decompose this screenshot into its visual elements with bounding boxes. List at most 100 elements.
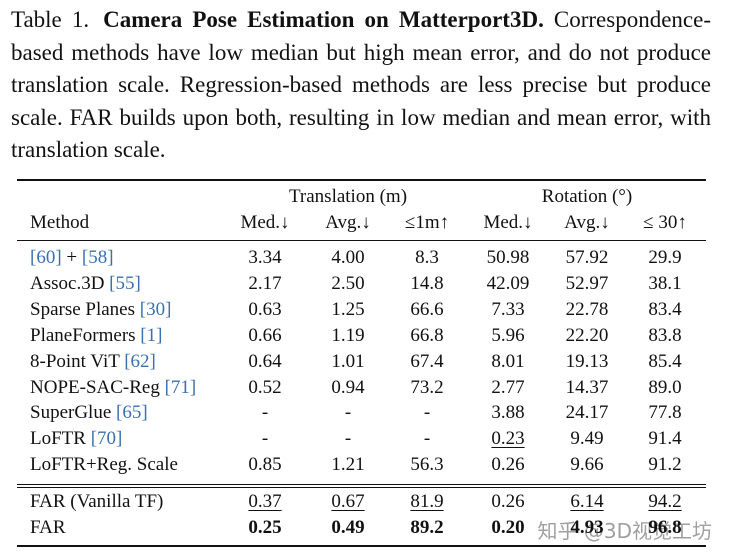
column-header: Med.↓ bbox=[240, 212, 290, 233]
column-header: Avg.↓ bbox=[325, 212, 371, 233]
citation: [1] bbox=[140, 324, 163, 346]
method-text: FAR (Vanilla TF) bbox=[30, 491, 164, 512]
value-cell: 2.50 bbox=[331, 272, 365, 294]
caption: Table 1. Camera Pose Estimation on Matter… bbox=[11, 4, 711, 167]
value-cell: 29.9 bbox=[648, 247, 682, 268]
value-cell: - bbox=[423, 402, 431, 424]
value-cell: 9.49 bbox=[570, 428, 604, 450]
method-name: SuperGlue [65] bbox=[30, 402, 148, 424]
value-cell: 8.3 bbox=[415, 247, 439, 268]
value-cell: 94.2 bbox=[648, 491, 682, 512]
value-cell: 3.34 bbox=[248, 247, 282, 268]
method-text: FAR bbox=[30, 516, 66, 538]
value-cell: 9.66 bbox=[570, 454, 604, 476]
method-text: Sparse Planes bbox=[30, 298, 140, 320]
value-cell: 6.14 bbox=[570, 491, 604, 512]
method-name: PlaneFormers [1] bbox=[30, 325, 162, 347]
method-name: [60] + [58] bbox=[30, 247, 114, 269]
bottom-rule bbox=[17, 545, 706, 547]
value-cell: 73.2 bbox=[410, 376, 444, 398]
method-text: PlaneFormers bbox=[30, 324, 141, 346]
value-cell: 0.49 bbox=[331, 516, 365, 538]
value-cell: 0.23 bbox=[491, 428, 525, 450]
group-header: Translation (m) bbox=[288, 186, 408, 207]
value-cell: 24.17 bbox=[565, 402, 609, 424]
value-cell: 57.92 bbox=[565, 247, 609, 268]
value-cell: 89.0 bbox=[648, 376, 682, 398]
method-name: Assoc.3D [55] bbox=[30, 273, 141, 295]
value-cell: 0.67 bbox=[331, 491, 365, 512]
value-cell: 14.37 bbox=[565, 376, 609, 398]
citation: [62] bbox=[124, 350, 156, 372]
value-cell: 1.25 bbox=[331, 298, 365, 320]
value-cell: 22.78 bbox=[565, 298, 609, 320]
method-name: FAR bbox=[30, 517, 66, 539]
method-name: 8-Point ViT [62] bbox=[30, 351, 156, 373]
value-cell: 8.01 bbox=[491, 350, 525, 372]
value-cell: 0.37 bbox=[248, 491, 282, 512]
method-text: Assoc.3D bbox=[30, 272, 110, 294]
value-cell: 91.4 bbox=[648, 428, 682, 450]
method-name: FAR (Vanilla TF) bbox=[30, 491, 163, 513]
citation: [60] bbox=[30, 247, 62, 268]
method-text: LoFTR bbox=[30, 428, 91, 450]
citation: [70] bbox=[90, 428, 123, 450]
column-header: ≤1m↑ bbox=[404, 212, 450, 233]
column-header: Med.↓ bbox=[483, 212, 533, 233]
value-cell: 0.52 bbox=[248, 376, 282, 398]
group-header: Rotation (°) bbox=[541, 186, 633, 207]
value-cell: 0.20 bbox=[491, 516, 525, 538]
method-text: + bbox=[61, 247, 82, 268]
method-text: NOPE-SAC-Reg bbox=[30, 376, 165, 398]
value-cell: 67.4 bbox=[410, 350, 444, 372]
value-cell: 52.97 bbox=[565, 272, 609, 294]
column-header: Avg.↓ bbox=[564, 212, 610, 233]
sep-rule bbox=[17, 484, 706, 485]
citation: [65] bbox=[116, 402, 148, 424]
method-name: NOPE-SAC-Reg [71] bbox=[30, 377, 196, 399]
citation: [71] bbox=[164, 376, 197, 398]
method-name: LoFTR+Reg. Scale bbox=[30, 454, 178, 476]
column-header: ≤ 30↑ bbox=[643, 212, 687, 233]
value-cell: - bbox=[423, 428, 431, 450]
value-cell: 38.1 bbox=[648, 272, 682, 294]
value-cell: 4.93 bbox=[570, 516, 604, 538]
value-cell: 83.4 bbox=[648, 298, 682, 320]
value-cell: 77.8 bbox=[648, 402, 682, 424]
value-cell: 81.9 bbox=[410, 491, 444, 512]
citation: [58] bbox=[81, 247, 114, 268]
value-cell: 4.00 bbox=[331, 247, 365, 268]
value-cell: 83.8 bbox=[648, 324, 682, 346]
method-name: Sparse Planes [30] bbox=[30, 299, 171, 321]
value-cell: 14.8 bbox=[410, 272, 444, 294]
caption-text: Correspondence-based methods have low me… bbox=[11, 7, 711, 162]
caption-title: Camera Pose Estimation on Matterport3D. bbox=[103, 7, 544, 32]
value-cell: 85.4 bbox=[648, 350, 682, 372]
value-cell: 66.6 bbox=[410, 298, 444, 320]
citation: [55] bbox=[109, 272, 141, 294]
method-text: SuperGlue bbox=[30, 402, 117, 424]
value-cell: 91.2 bbox=[648, 454, 682, 476]
value-cell: - bbox=[261, 428, 269, 450]
value-cell: 0.63 bbox=[248, 298, 282, 320]
value-cell: 42.09 bbox=[486, 272, 530, 294]
value-cell: 1.19 bbox=[331, 324, 365, 346]
value-cell: 1.21 bbox=[331, 454, 365, 476]
value-cell: 0.25 bbox=[248, 516, 282, 538]
citation: [30] bbox=[139, 298, 172, 320]
method-text: LoFTR+Reg. Scale bbox=[30, 454, 178, 476]
method-name: LoFTR [70] bbox=[30, 428, 122, 450]
value-cell: 0.64 bbox=[248, 350, 282, 372]
watermark: 知乎 @3D视觉工坊 bbox=[537, 519, 712, 543]
value-cell: 56.3 bbox=[410, 454, 444, 476]
value-cell: - bbox=[344, 402, 352, 424]
value-cell: 19.13 bbox=[565, 350, 609, 372]
column-header: Method bbox=[30, 212, 90, 233]
value-cell: 89.2 bbox=[410, 516, 444, 538]
value-cell: 0.85 bbox=[248, 454, 282, 476]
value-cell: 0.66 bbox=[248, 324, 282, 346]
value-cell: 3.88 bbox=[491, 402, 525, 424]
mid-rule bbox=[17, 240, 706, 241]
value-cell: 22.20 bbox=[565, 324, 609, 346]
